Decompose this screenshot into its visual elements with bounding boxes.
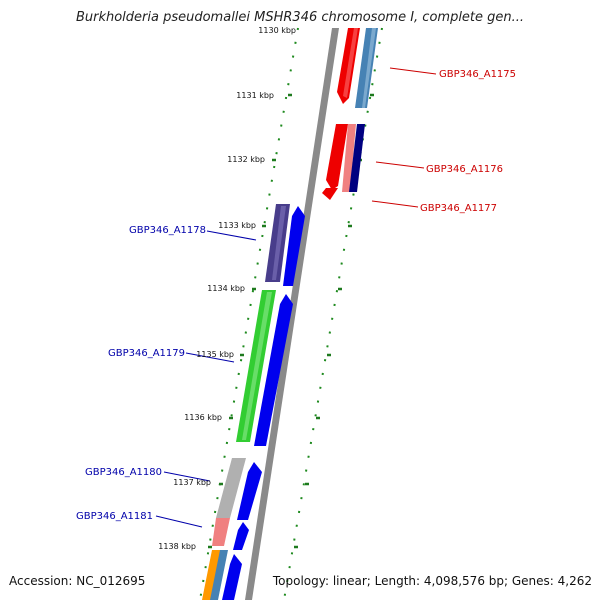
left-tick-marks [208,93,292,549]
gene-label-a1180: GBP346_A1180 [85,467,162,478]
gene-label-a1177: GBP346_A1177 [420,203,497,214]
tick-label: 1132 kbp [227,155,265,164]
tick-label: 1133 kbp [218,221,256,230]
tick-label: 1135 kbp [196,350,234,359]
tick-label: 1134 kbp [207,284,245,293]
topology-text: Topology: linear; Length: 4,098,576 bp; … [272,574,592,588]
gene-label-a1178: GBP346_A1178 [129,225,206,236]
right-tick-marks [294,93,374,549]
right-leader-lines [371,67,437,208]
gene-gbp346-a1178[interactable] [265,204,305,286]
gene-gbp346-a1179[interactable] [236,290,293,446]
gene-label-a1176: GBP346_A1176 [426,164,503,175]
map-title: Burkholderia pseudomallei MSHR346 chromo… [75,10,525,25]
tick-label: 1136 kbp [184,413,222,422]
tick-labels: 1130 kbp 1131 kbp 1132 kbp 1133 kbp 1134… [158,26,296,551]
right-gene-labels: GBP346_A1175 GBP346_A1176 GBP346_A1177 [420,69,516,214]
gene-label-a1179: GBP346_A1179 [108,348,185,359]
tick-label: 1138 kbp [158,542,196,551]
tick-label: 1137 kbp [173,478,211,487]
gene-label-a1175: GBP346_A1175 [439,69,516,80]
gene-gbp346-a1180[interactable] [216,458,262,520]
gene-label-a1181: GBP346_A1181 [76,511,153,522]
genome-backbone [245,28,339,600]
accession-text: Accession: NC_012695 [9,574,146,588]
gene-gbp346-a1176[interactable] [326,124,365,192]
right-dotted-track [283,27,383,600]
tick-label: 1131 kbp [236,91,274,100]
left-gene-labels: GBP346_A1178 GBP346_A1179 GBP346_A1180 G… [76,225,206,522]
gene-gbp346-a1175[interactable] [337,28,378,108]
gene-gbp346-a1177[interactable] [322,188,338,200]
left-leader-lines [155,230,257,528]
gene-bottom-partial[interactable] [202,550,242,600]
gene-gbp346-a1181[interactable] [212,518,249,550]
tick-label: 1130 kbp [258,26,296,35]
